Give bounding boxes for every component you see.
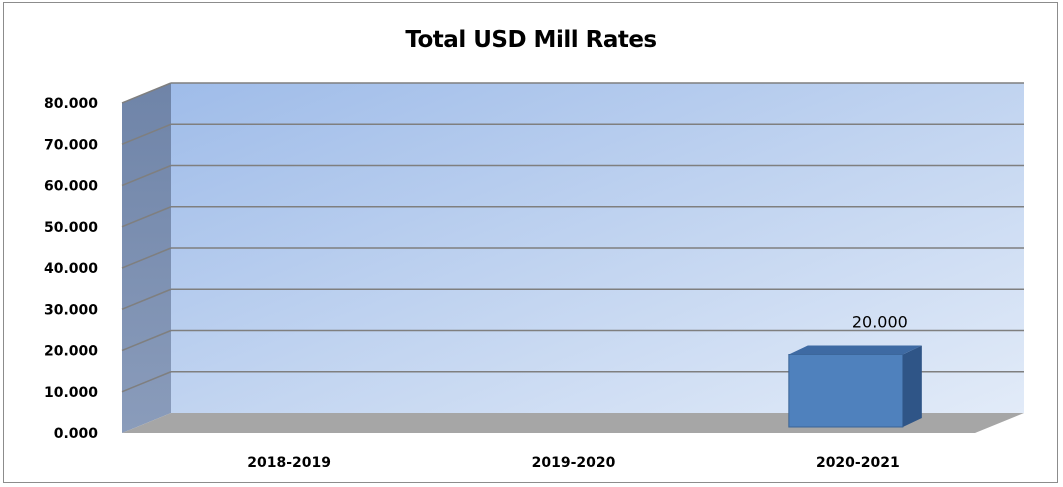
bar: [788, 354, 904, 428]
y-tick-label: 20.000: [44, 344, 98, 360]
y-tick-label: 10.000: [44, 385, 98, 401]
x-category-label: 2020-2021: [816, 455, 900, 471]
y-tick-label: 50.000: [44, 220, 98, 236]
gridline-side: [121, 288, 172, 310]
chart-title: Total USD Mill Rates: [405, 27, 656, 53]
gridline-side: [121, 329, 172, 352]
y-tick-label: 40.000: [44, 261, 98, 277]
gridline-side: [121, 123, 172, 145]
gridline-side: [121, 206, 172, 228]
gridline-side: [121, 247, 172, 269]
y-tick-label: 30.000: [44, 302, 98, 318]
y-tick-label: 80.000: [44, 96, 98, 112]
y-tick-label: 70.000: [44, 137, 98, 153]
bar-side: [902, 345, 922, 427]
y-tick-label: 60.000: [44, 179, 98, 195]
x-category-label: 2018-2019: [247, 455, 331, 471]
gridline-side: [121, 371, 172, 393]
data-label: 20.000: [852, 313, 908, 332]
gridline-side: [121, 82, 172, 104]
gridline-side: [121, 164, 172, 187]
x-category-label: 2019-2020: [532, 455, 616, 471]
bar-top: [788, 345, 922, 355]
y-tick-label: 0.000: [54, 426, 99, 442]
